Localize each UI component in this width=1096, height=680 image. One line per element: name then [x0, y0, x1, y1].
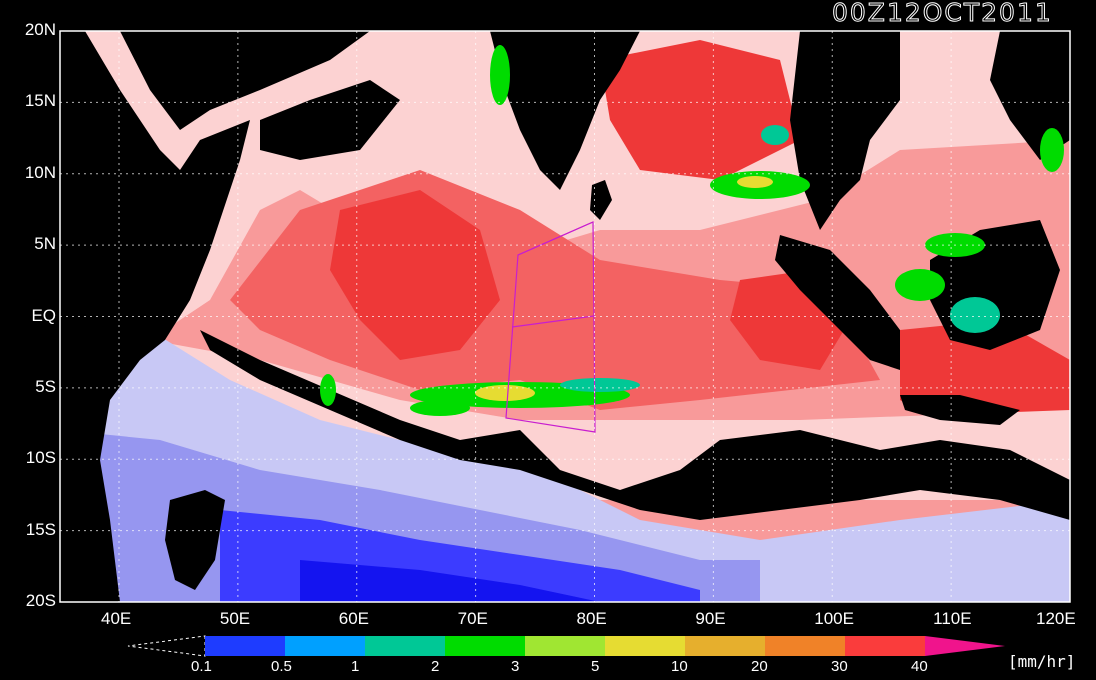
lon-label: 60E	[338, 609, 369, 628]
colorbar-under-triangle	[127, 635, 206, 657]
colorbar-segment	[365, 636, 445, 656]
lat-label: 15N	[24, 91, 56, 111]
lon-label: 80E	[576, 609, 607, 628]
lon-label: 110E	[933, 609, 972, 628]
land-africa	[60, 31, 250, 602]
unit-label: [mm/hr]	[1008, 652, 1076, 671]
timestamp: 00Z12OCT2011	[832, 0, 1053, 28]
lon-label: 70E	[457, 609, 488, 628]
colorbar-tick-label: 30	[831, 658, 848, 675]
colorbar-tick-label: 40	[911, 658, 928, 675]
rain-cell-west-africa	[320, 374, 336, 406]
rain-region-strong-arabian	[330, 190, 500, 360]
colorbar-over-triangle	[925, 636, 1005, 656]
light-rain-south-blue	[300, 560, 600, 602]
colorbar-segment	[685, 636, 765, 656]
analysis-box-divider-eq	[511, 315, 595, 328]
rain-cell-india-west	[490, 45, 510, 105]
colorbar	[127, 635, 1005, 657]
lon-label: 120E	[1036, 609, 1076, 628]
analysis-box-divider-north	[517, 221, 594, 256]
gridlines	[60, 31, 1070, 602]
lat-label: 10N	[24, 162, 56, 182]
lon-label: 50E	[219, 609, 251, 628]
lat-label: 10S	[25, 448, 56, 468]
colorbar-segment	[605, 636, 685, 656]
rain-cell-itcz-east	[560, 378, 640, 392]
lat-label: 15S	[25, 519, 56, 539]
land-java	[900, 395, 1020, 425]
lat-label: 20S	[25, 591, 56, 610]
rain-cell-philippines	[1040, 128, 1064, 172]
lat-label: 20N	[24, 20, 56, 39]
lat-label: 5S	[35, 376, 56, 396]
lat-label: EQ	[31, 305, 56, 325]
colorbar-segment	[525, 636, 605, 656]
lon-label: 40E	[101, 609, 132, 628]
colorbar-tick-label: 0.1	[191, 658, 212, 675]
dry-band-south	[200, 330, 1070, 520]
lat-label: 5N	[34, 234, 56, 254]
colorbar-segment	[445, 636, 525, 656]
colorbar-tick-label: 2	[431, 658, 440, 675]
map-frame	[59, 30, 1071, 603]
land-india	[490, 31, 640, 190]
lon-label: 90E	[695, 609, 726, 628]
rain-cell-itcz-south-core	[475, 385, 535, 401]
colorbar-segment	[765, 636, 845, 656]
map-layers	[60, 31, 1070, 602]
land-srilanka	[590, 180, 612, 220]
lon-label: 100E	[814, 609, 854, 628]
land-sumatra	[775, 235, 900, 370]
colorbar-tick-label: 0.5	[271, 658, 292, 675]
colorbar-segment	[205, 636, 285, 656]
colorbar-tick-label: 5	[591, 658, 600, 675]
colorbar-segment	[285, 636, 365, 656]
rain-cell-andaman	[761, 125, 789, 145]
land-philippines	[990, 31, 1070, 160]
rain-cell-borneo	[950, 297, 1000, 333]
land-southeast-asia	[790, 31, 900, 230]
rain-cell-bay-bengal-core	[737, 176, 773, 188]
land-madagascar	[165, 490, 225, 590]
dry-band-north-arabia	[260, 80, 400, 160]
rain-cell-itcz-south-west	[410, 400, 470, 416]
rain-region-strong-bay	[600, 40, 800, 180]
colorbar-tick-label: 3	[511, 658, 520, 675]
rain-cell-sumatra	[895, 269, 945, 301]
colorbar-segment	[845, 636, 925, 656]
colorbar-tick-label: 20	[751, 658, 768, 675]
land-arabia	[120, 31, 370, 130]
colorbar-tick-label: 1	[351, 658, 360, 675]
convective-cells	[320, 45, 1064, 416]
colorbar-tick-label: 10	[671, 658, 688, 675]
